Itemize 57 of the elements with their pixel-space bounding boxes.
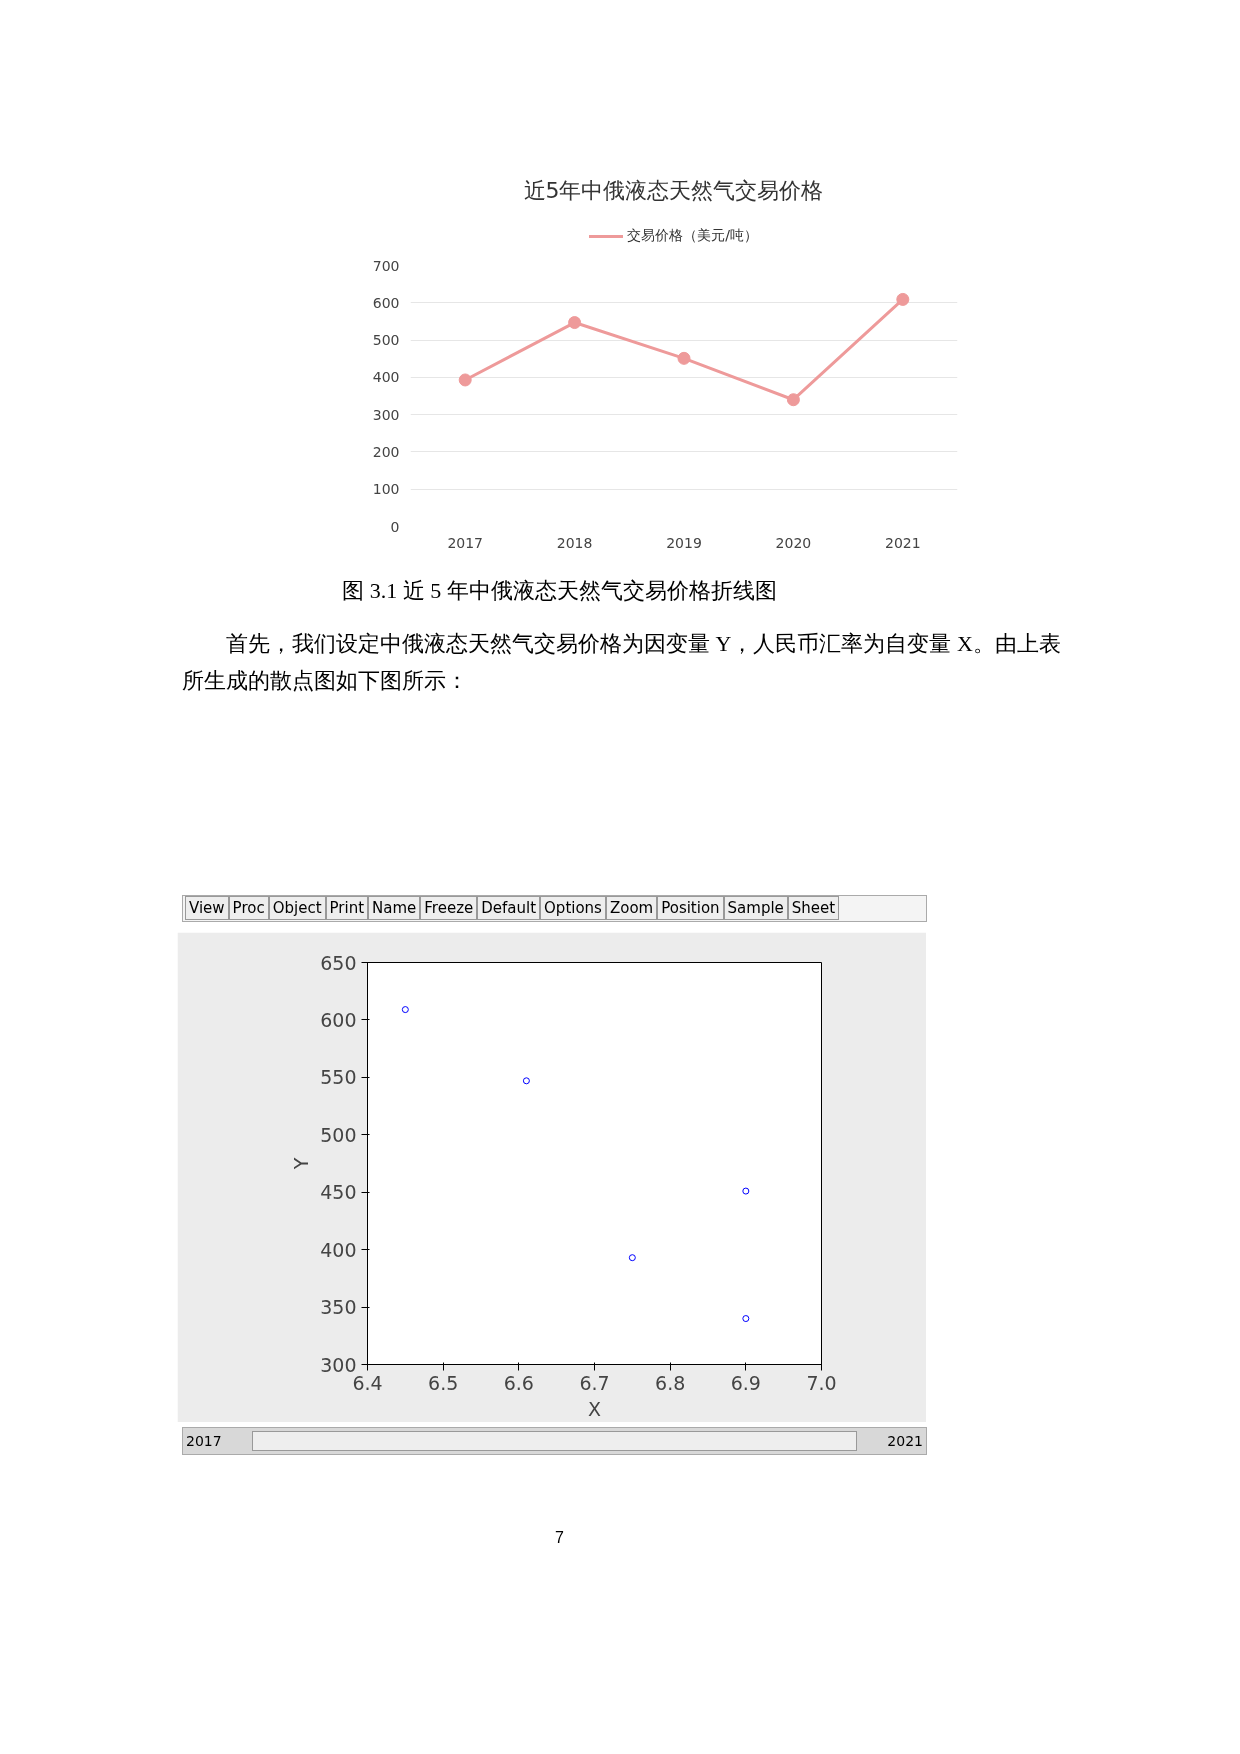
text: 2017 (186, 1432, 222, 1451)
y-tick-label: 500 (320, 1123, 357, 1146)
x-tick-label: 2019 (666, 534, 702, 551)
text: 7 (554, 1528, 565, 1548)
text: Freeze (420, 896, 478, 920)
point (568, 316, 582, 330)
text: Options (540, 896, 606, 920)
y-tick-label: 550 (320, 1066, 357, 1089)
text: Default (477, 896, 541, 920)
text: 2021 (887, 1432, 923, 1451)
y-tick-label: 650 (320, 951, 357, 974)
point (522, 1077, 530, 1085)
text: Object (268, 896, 326, 920)
text: Position (657, 896, 724, 920)
x-tick-label: 6.5 (428, 1371, 459, 1394)
x-tick-label: 6.9 (730, 1371, 761, 1394)
x-tick-label: 6.6 (503, 1371, 534, 1394)
text: Zoom (605, 896, 658, 920)
legend-label: 交易价格（美元/吨） (627, 227, 758, 243)
x-tick-label: 6.8 (655, 1371, 686, 1394)
chart-title: 近5年中俄液态天然气交易价格 (522, 177, 825, 205)
text: Print (325, 896, 369, 920)
y-tick-label: 0 (390, 518, 400, 535)
text: View (185, 896, 229, 920)
point (401, 1006, 409, 1014)
y-tick-label: 350 (320, 1296, 357, 1319)
y-tick-label: 200 (372, 443, 400, 460)
y-tick-label: 400 (320, 1238, 357, 1261)
y-tick-label: 600 (320, 1008, 357, 1031)
y-tick-label: 500 (372, 332, 400, 349)
caption: 图 3.1 近 5 年中俄液态天然气交易价格折线图 (341, 577, 778, 605)
y-tick-label: 700 (372, 257, 400, 274)
x-tick-label: 2017 (447, 534, 484, 551)
point (458, 373, 472, 387)
x-tick-label: 6.7 (579, 1371, 610, 1394)
text: Sheet (787, 896, 840, 920)
text: Sample (723, 896, 788, 920)
x-tick-label: 2018 (556, 534, 593, 551)
x-tick-label: 2021 (884, 534, 921, 551)
point (742, 1315, 750, 1323)
point (896, 292, 910, 306)
point (677, 351, 691, 365)
text: Name (368, 896, 421, 920)
text: Proc (228, 896, 269, 920)
y-tick-label: 450 (320, 1181, 357, 1204)
point (786, 393, 800, 407)
point (742, 1187, 750, 1195)
y-tick-label: 100 (372, 481, 400, 498)
y-tick-label: 300 (372, 406, 400, 423)
y-tick-label: 400 (372, 369, 400, 386)
text: 首先，我们设定中俄液态天然气交易价格为因变量 Y，人民币汇率为自变量 X。由上表所生成的散点图如下图所示： (182, 630, 1062, 695)
x-axis-title: X (587, 1397, 602, 1420)
x-tick-label: 2020 (775, 534, 812, 551)
point (628, 1254, 636, 1262)
y-axis-title: Y (290, 1157, 313, 1171)
y-tick-label: 600 (372, 294, 400, 311)
x-tick-label: 7.0 (806, 1371, 837, 1394)
